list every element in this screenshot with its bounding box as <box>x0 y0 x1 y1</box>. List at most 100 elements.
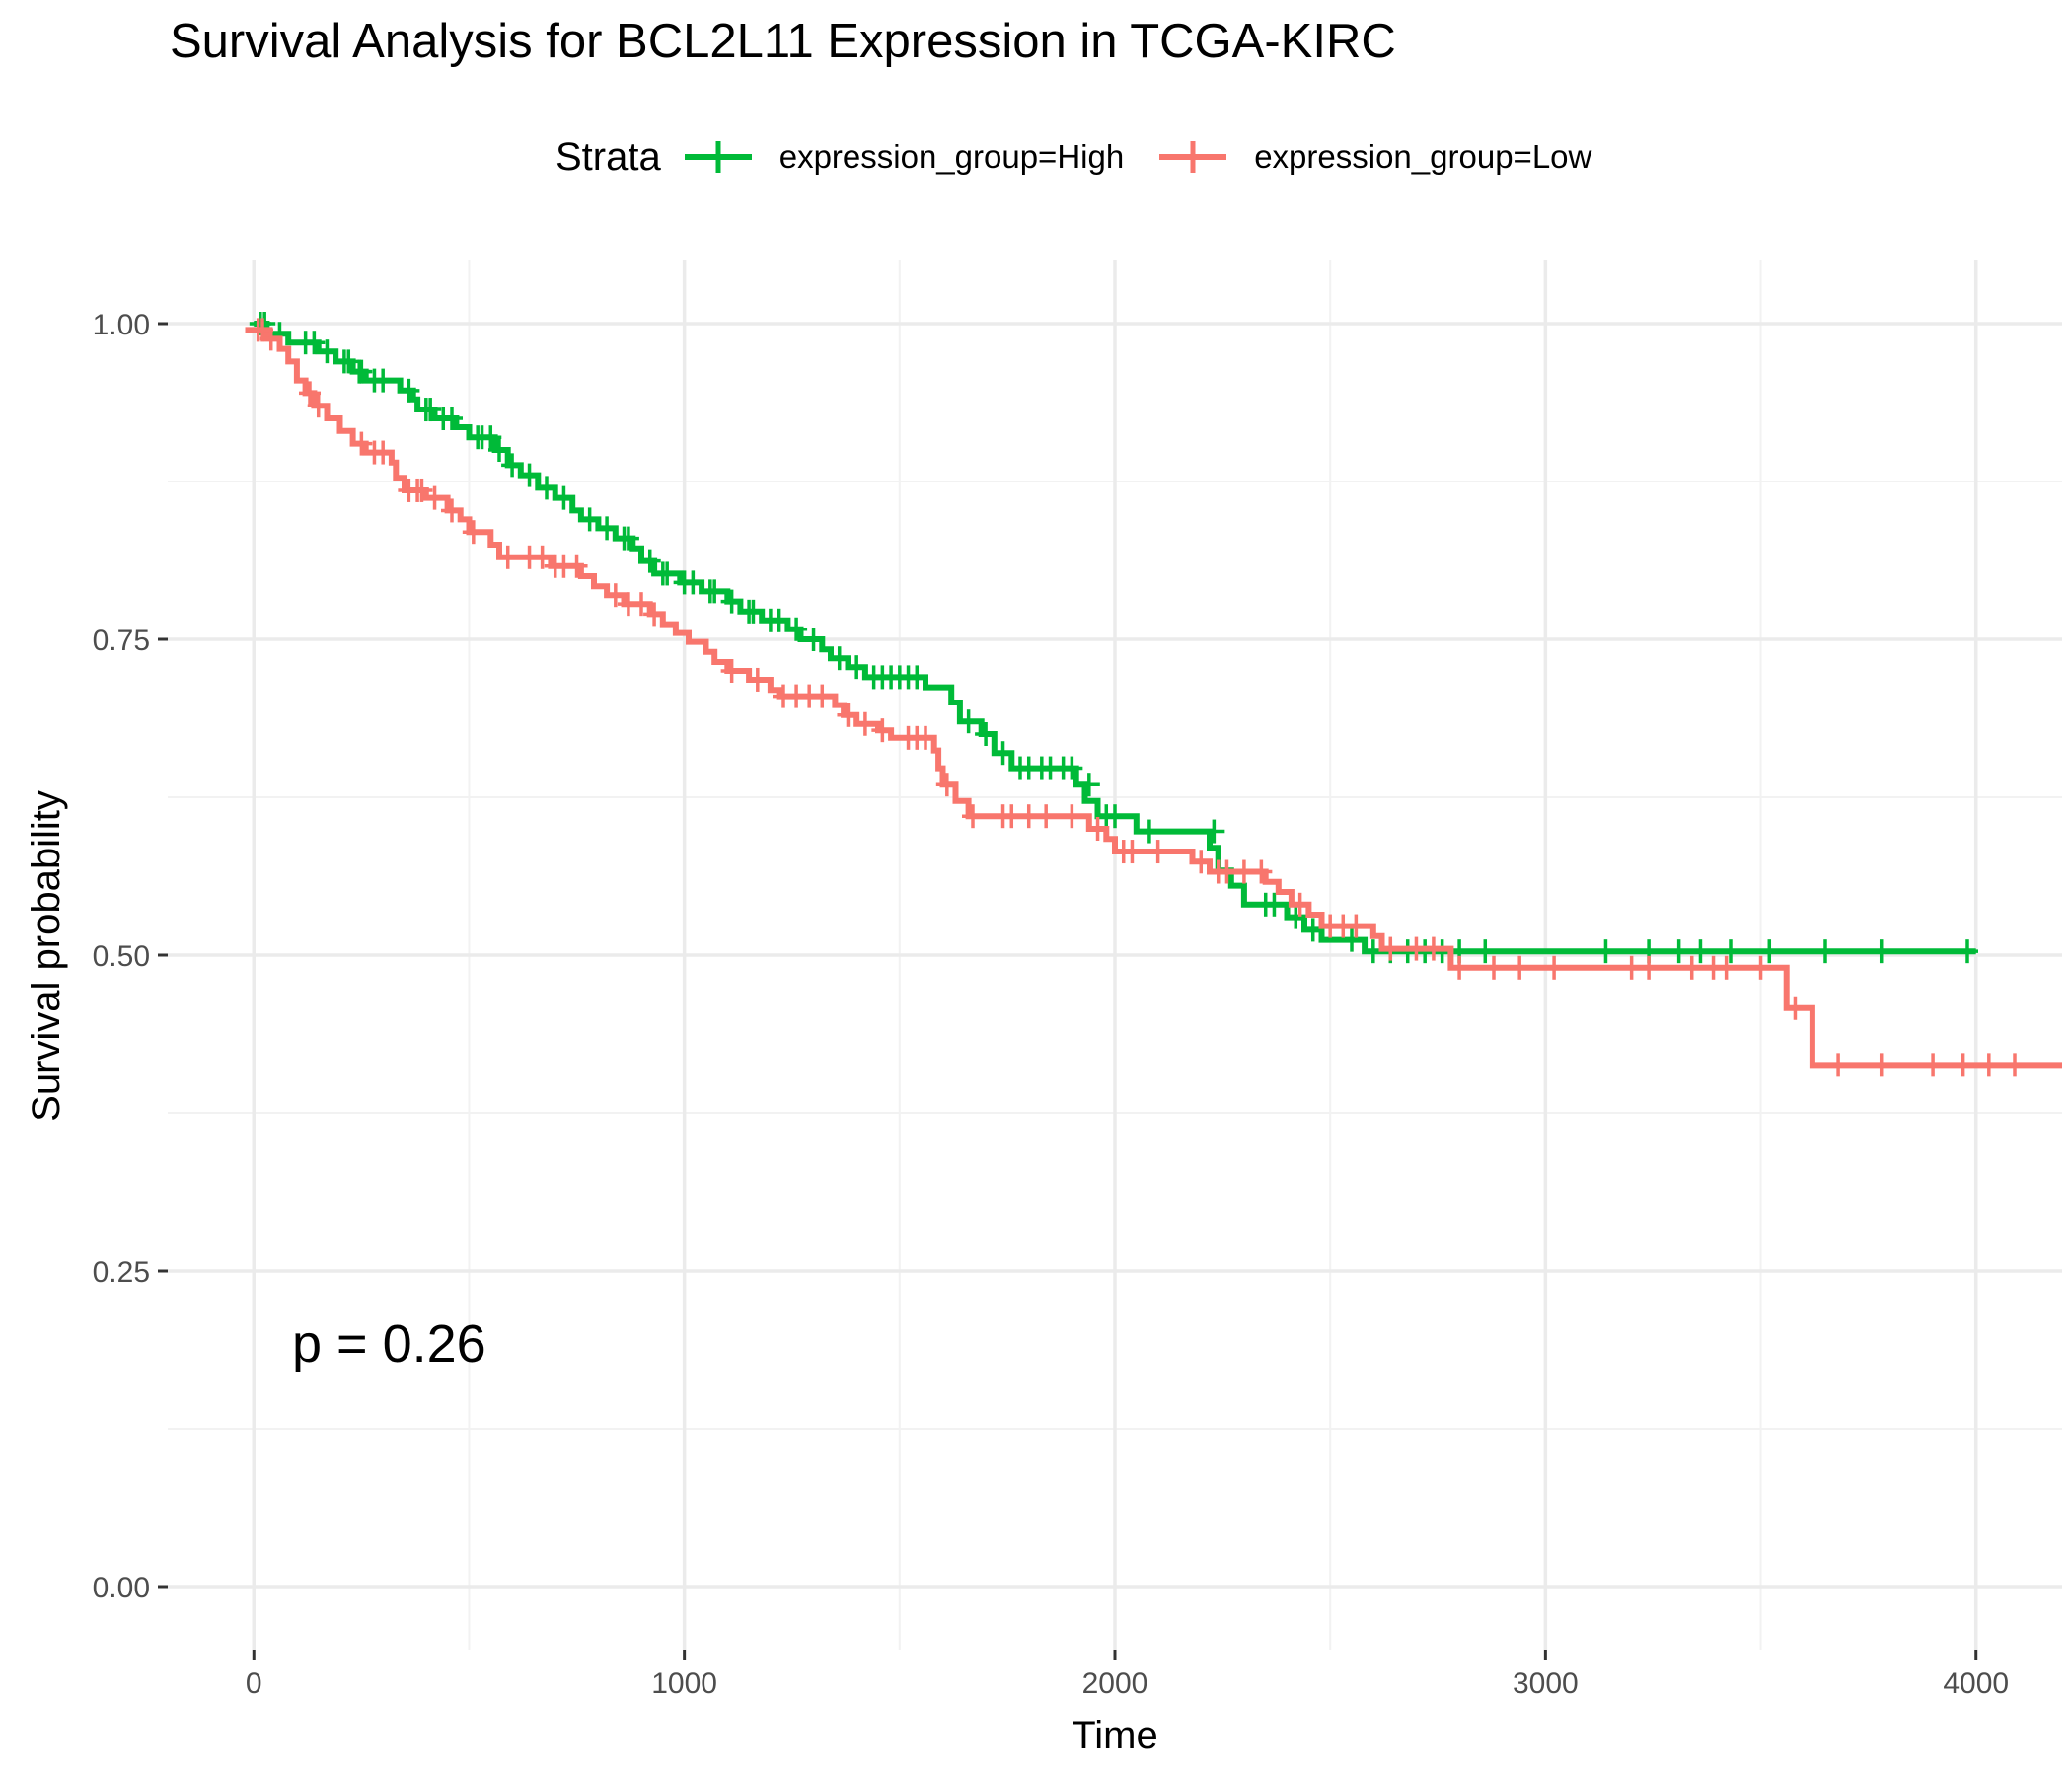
censor-mark <box>1594 939 1617 964</box>
censor-mark <box>1483 955 1505 980</box>
legend-label-high: expression_group=High <box>778 138 1125 175</box>
censor-mark <box>1749 955 1772 980</box>
censor-mark <box>1341 927 1363 952</box>
censor-mark <box>1250 859 1273 884</box>
censor-mark <box>846 655 868 680</box>
censor-mark <box>553 485 575 510</box>
censor-mark <box>1870 939 1892 964</box>
censor-mark <box>1203 819 1225 844</box>
censor-mark <box>2004 1053 2026 1077</box>
censor-mark <box>1957 939 1978 964</box>
censor-mark <box>488 438 510 462</box>
censor-mark <box>501 453 524 478</box>
legend-key-low <box>1159 141 1227 173</box>
x-tick-label: 4000 <box>1943 1667 2009 1700</box>
censor-mark <box>656 561 679 586</box>
censor-mark <box>992 741 1014 766</box>
x-tick-label: 1000 <box>651 1667 717 1700</box>
censor-mark <box>1263 892 1286 917</box>
censor-mark <box>518 463 541 487</box>
censor-mark <box>1147 840 1169 864</box>
censor-mark <box>536 476 557 500</box>
censor-mark <box>630 592 652 617</box>
censor-mark <box>1784 996 1807 1020</box>
censor-mark <box>1422 936 1444 961</box>
censor-mark <box>259 327 282 351</box>
censor-mark <box>643 602 666 627</box>
censor-mark <box>1474 939 1497 964</box>
censor-mark <box>1952 1053 1974 1077</box>
censor-mark <box>303 331 326 355</box>
censor-mark <box>1061 804 1083 829</box>
censor-mark <box>350 431 373 456</box>
censor-mark <box>1285 905 1307 929</box>
censor-mark <box>1638 955 1661 980</box>
censor-mark <box>617 526 639 551</box>
y-tick-label: 1.00 <box>93 309 150 341</box>
censor-mark <box>1827 1053 1850 1077</box>
censor-mark <box>828 646 851 671</box>
censor-mark <box>441 498 463 523</box>
censor-mark <box>935 773 958 797</box>
y-tick-label: 0.50 <box>93 940 150 973</box>
censor-mark <box>1689 939 1712 964</box>
censor-mark <box>441 407 463 430</box>
censor-mark <box>1814 939 1836 964</box>
censor-mark <box>785 617 808 641</box>
censor-mark <box>682 570 704 595</box>
censor-mark <box>915 725 936 750</box>
y-axis-title: Survival probability <box>25 790 68 1122</box>
legend-key-high <box>684 141 752 173</box>
censor-mark <box>604 583 627 608</box>
censor-mark <box>307 394 330 418</box>
censor-mark <box>423 485 446 510</box>
censor-mark <box>1289 892 1311 917</box>
major-gridlines <box>168 260 2062 1650</box>
censor-mark <box>419 398 442 422</box>
series-low <box>245 318 2062 1077</box>
censor-mark <box>957 709 980 734</box>
censor-mark <box>742 599 765 624</box>
censor-mark <box>1379 936 1402 961</box>
p-value-annotation: p = 0.26 <box>292 1314 486 1373</box>
censor-mark <box>350 359 373 384</box>
censor-mark <box>802 628 825 651</box>
series-high <box>249 312 1978 964</box>
y-tick-label: 0.00 <box>93 1572 150 1604</box>
censor-mark <box>1977 1053 2000 1077</box>
censor-mark <box>410 478 433 502</box>
censor-mark <box>316 339 338 364</box>
censor-mark <box>746 667 769 692</box>
censor-mark <box>1345 914 1368 938</box>
censor-mark <box>1922 1053 1945 1077</box>
censor-mark <box>768 608 790 632</box>
censor-mark <box>496 545 519 569</box>
censor-mark <box>1448 955 1471 980</box>
series-layer <box>245 312 2062 1077</box>
censor-mark <box>1086 817 1109 841</box>
legend-label-low: expression_group=Low <box>1254 138 1592 175</box>
censor-mark <box>1667 939 1690 964</box>
axis-ticks: 0 1000 2000 3000 4000 0.00 0.25 0.50 0.75 1.00 <box>93 309 2009 1700</box>
censor-mark <box>853 711 876 736</box>
censor-mark <box>578 507 601 532</box>
censor-mark <box>720 589 743 614</box>
censor-mark <box>720 659 743 683</box>
censor-mark <box>462 520 484 545</box>
censor-mark <box>1061 756 1083 780</box>
censor-mark <box>398 378 420 403</box>
censor-mark <box>596 516 619 541</box>
censor-mark <box>837 703 859 727</box>
censor-mark <box>871 718 894 743</box>
censor-mark <box>1121 840 1144 864</box>
x-tick-label: 3000 <box>1513 1667 1579 1700</box>
x-tick-label: 2000 <box>1082 1667 1148 1700</box>
censor-mark <box>1509 955 1531 980</box>
censor-mark <box>1301 918 1324 942</box>
censor-mark <box>299 381 321 406</box>
censor-mark <box>1104 804 1126 829</box>
censor-mark <box>531 545 554 569</box>
censor-mark <box>703 579 726 604</box>
censor-mark <box>1680 955 1703 980</box>
